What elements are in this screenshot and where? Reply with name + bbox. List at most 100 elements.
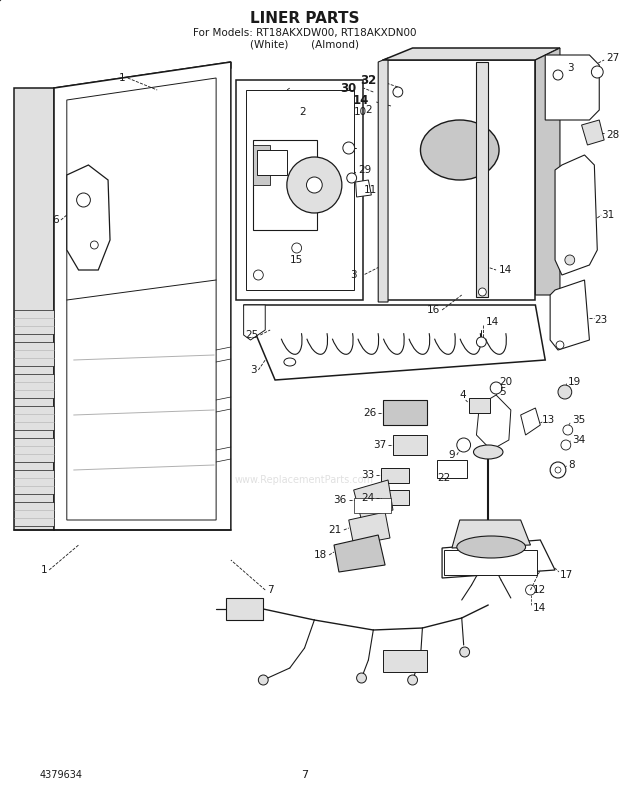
Text: 23: 23 xyxy=(595,315,608,325)
Polygon shape xyxy=(536,48,560,295)
Polygon shape xyxy=(550,280,590,350)
Circle shape xyxy=(563,425,573,435)
Bar xyxy=(469,398,490,413)
Text: 6: 6 xyxy=(52,215,59,225)
Text: 7: 7 xyxy=(301,770,308,780)
Text: 14: 14 xyxy=(486,317,500,327)
Circle shape xyxy=(393,87,403,97)
Polygon shape xyxy=(246,90,353,290)
Text: 25: 25 xyxy=(245,330,259,340)
Circle shape xyxy=(254,270,264,280)
Circle shape xyxy=(460,647,469,657)
Circle shape xyxy=(553,70,563,80)
Polygon shape xyxy=(545,55,600,120)
Polygon shape xyxy=(244,305,265,340)
Circle shape xyxy=(292,243,301,253)
Polygon shape xyxy=(442,540,555,578)
Polygon shape xyxy=(14,374,54,398)
Text: 10: 10 xyxy=(353,107,367,117)
Ellipse shape xyxy=(420,120,499,180)
Text: 27: 27 xyxy=(606,53,619,63)
Text: 29: 29 xyxy=(358,165,372,175)
Text: 18: 18 xyxy=(314,550,327,560)
Text: 3: 3 xyxy=(350,270,356,280)
Text: 11: 11 xyxy=(363,185,377,195)
Text: 1: 1 xyxy=(40,565,47,575)
Polygon shape xyxy=(254,145,270,185)
Polygon shape xyxy=(582,120,604,145)
Polygon shape xyxy=(54,62,231,95)
Text: 13: 13 xyxy=(542,415,556,425)
Polygon shape xyxy=(14,438,54,462)
Text: 14: 14 xyxy=(353,93,370,107)
Bar xyxy=(226,598,264,620)
Bar xyxy=(437,460,467,478)
Text: 22: 22 xyxy=(437,473,450,483)
Text: For Models: RT18AKXDW00, RT18AKXDN00: For Models: RT18AKXDW00, RT18AKXDN00 xyxy=(193,28,416,38)
Polygon shape xyxy=(236,80,363,300)
Text: 14: 14 xyxy=(499,265,512,275)
Circle shape xyxy=(561,440,571,450)
Circle shape xyxy=(259,675,268,685)
Circle shape xyxy=(91,241,98,249)
Bar xyxy=(254,140,317,230)
Polygon shape xyxy=(14,470,54,494)
Polygon shape xyxy=(14,310,54,334)
Bar xyxy=(383,400,427,425)
Circle shape xyxy=(558,385,572,399)
Circle shape xyxy=(408,675,417,685)
Bar xyxy=(393,435,427,455)
Polygon shape xyxy=(521,408,540,435)
Bar xyxy=(257,150,287,175)
Text: 5: 5 xyxy=(499,387,506,397)
Polygon shape xyxy=(14,88,54,530)
Polygon shape xyxy=(348,512,390,545)
Polygon shape xyxy=(378,58,388,302)
Text: 21: 21 xyxy=(329,525,342,535)
Text: (White)       (Almond): (White) (Almond) xyxy=(250,39,359,49)
Ellipse shape xyxy=(284,358,296,366)
Polygon shape xyxy=(383,48,560,60)
Bar xyxy=(381,468,409,483)
Text: 20: 20 xyxy=(499,377,512,387)
Text: 15: 15 xyxy=(290,255,303,265)
Ellipse shape xyxy=(457,536,526,558)
Text: 28: 28 xyxy=(606,130,619,140)
Text: 4379634: 4379634 xyxy=(39,770,82,780)
Polygon shape xyxy=(14,502,54,526)
Text: 1: 1 xyxy=(119,73,126,83)
Polygon shape xyxy=(452,520,531,548)
Text: www.ReplacementParts.com: www.ReplacementParts.com xyxy=(235,475,374,485)
Text: 30: 30 xyxy=(340,81,356,95)
Text: LINER PARTS: LINER PARTS xyxy=(250,10,359,25)
Circle shape xyxy=(479,288,486,296)
Polygon shape xyxy=(244,305,545,380)
Polygon shape xyxy=(14,406,54,430)
Polygon shape xyxy=(356,180,371,197)
Text: 36: 36 xyxy=(334,495,347,505)
Circle shape xyxy=(556,341,564,349)
Polygon shape xyxy=(476,395,511,450)
Circle shape xyxy=(490,382,502,394)
Text: 2: 2 xyxy=(365,105,372,115)
Text: 7: 7 xyxy=(267,585,274,595)
Circle shape xyxy=(565,255,575,265)
Text: 34: 34 xyxy=(572,435,585,445)
Text: 37: 37 xyxy=(373,440,386,450)
Text: 33: 33 xyxy=(361,470,374,480)
Polygon shape xyxy=(54,62,231,530)
Circle shape xyxy=(555,467,561,473)
Bar xyxy=(381,490,409,505)
Circle shape xyxy=(343,142,355,154)
Text: 17: 17 xyxy=(560,570,574,580)
Polygon shape xyxy=(555,155,597,275)
Circle shape xyxy=(356,673,366,683)
Bar xyxy=(353,498,391,513)
Circle shape xyxy=(306,177,322,193)
Polygon shape xyxy=(67,165,110,270)
Text: 3: 3 xyxy=(250,365,257,375)
Text: 26: 26 xyxy=(363,408,376,418)
Text: 2: 2 xyxy=(299,107,306,117)
Circle shape xyxy=(476,337,486,347)
Text: 12: 12 xyxy=(533,585,546,595)
